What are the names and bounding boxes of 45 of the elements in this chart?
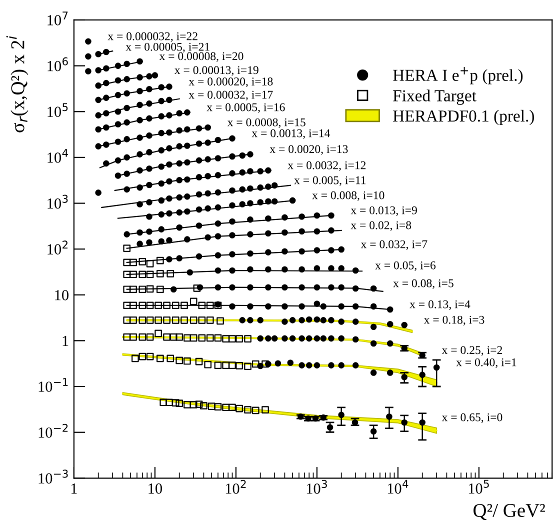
- x-tick-label: 10$^{2}$: [226, 480, 246, 494]
- legend-label: HERA I e$^{+}$p (prel.): [393, 67, 523, 84]
- y-tick-label: 1: [62, 336, 68, 346]
- y-tick-label: 10: [55, 290, 69, 300]
- annotation: x = 0.013, i=9: [350, 206, 417, 216]
- annotation: x = 0.13, i=4: [410, 300, 470, 310]
- x-tick-label: 10$^{4}$: [388, 480, 408, 494]
- x-tick-label: 10$^{3}$: [306, 480, 327, 494]
- y-axis-title: σ$_{r}$(x,Q²) x 2$^{i}$: [6, 36, 28, 132]
- annotation: x = 0.00005, i=21: [126, 42, 210, 52]
- annotation: x = 0.00008, i=20: [159, 52, 244, 62]
- y-tick-label: 10$^{5}$: [48, 103, 68, 117]
- annotation: x = 0.02, i=8: [350, 221, 412, 231]
- x-axis-title: Q²/ GeV²: [474, 504, 545, 520]
- y-tick-label: 10$^{−2}$: [38, 424, 68, 438]
- y-tick-label: 10$^{3}$: [48, 194, 68, 209]
- y-tick-label: 10$^{7}$: [48, 12, 68, 26]
- annotation: x = 0.18, i=3: [424, 316, 484, 326]
- annotation: x = 0.0032, i=12: [288, 161, 366, 171]
- annotation: x = 0.00013, i=19: [174, 66, 258, 76]
- annotation: x = 0.032, i=7: [360, 240, 428, 250]
- annotation: x = 0.08, i=5: [393, 279, 454, 289]
- annotation: x = 0.0008, i=15: [227, 118, 306, 128]
- annotation: x = 0.00020, i=18: [188, 78, 273, 88]
- x-tick-label: 1: [71, 484, 77, 494]
- annotation: x = 0.0020, i=13: [270, 145, 348, 155]
- y-tick-label: 10$^{2}$: [48, 240, 68, 254]
- x-tick-label: 10: [148, 483, 162, 494]
- annotation: x = 0.00032, i=17: [188, 90, 273, 100]
- annotation: x = 0.008, i=10: [312, 191, 384, 201]
- y-tick-label: 10$^{6}$: [48, 57, 68, 72]
- annotation: x = 0.0013, i=14: [252, 129, 330, 139]
- y-tick-label: 10$^{−1}$: [38, 378, 68, 392]
- annotation: x = 0.25, i=2: [442, 346, 502, 356]
- legend-label: Fixed Target: [393, 90, 476, 105]
- x-tick-label: 10$^{5}$: [468, 480, 489, 494]
- annotation: x = 0.000032, i=22: [108, 32, 198, 42]
- annotation: x = 0.0005, i=16: [206, 103, 285, 113]
- annotation: x = 0.65, i=0: [442, 413, 502, 423]
- annotation: x = 0.05, i=6: [375, 261, 436, 272]
- annotation: x = 0.005, i=11: [294, 176, 366, 186]
- legend-label: HERAPDF0.1 (prel.): [393, 110, 534, 126]
- annotation: x = 0.40, i=1: [456, 358, 516, 368]
- y-tick-label: 10$^{−3}$: [38, 470, 68, 484]
- y-tick-label: 10$^{4}$: [48, 149, 68, 163]
